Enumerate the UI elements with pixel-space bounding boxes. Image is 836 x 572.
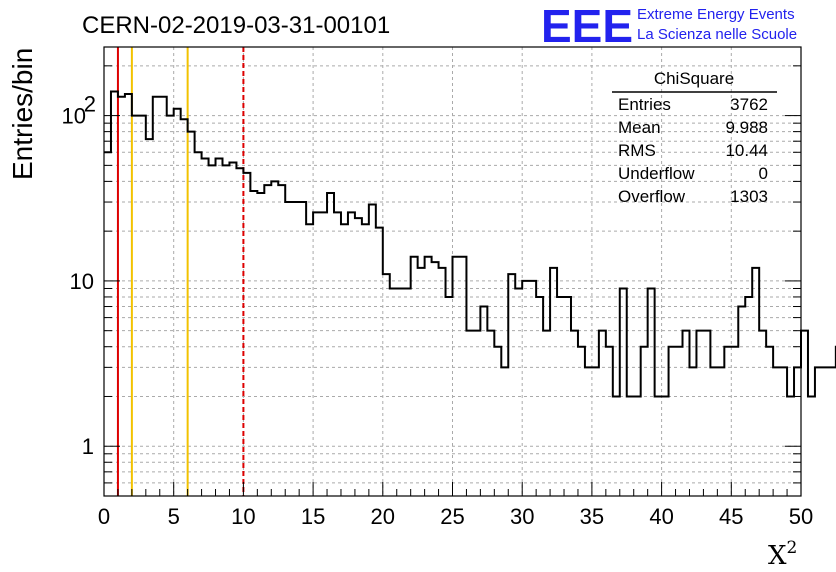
y-axis-label: Entries/bin xyxy=(7,48,38,180)
x-tick-label: 25 xyxy=(440,504,464,529)
eee-logo-line1: Extreme Energy Events xyxy=(637,6,795,23)
x-axis-label-main: X xyxy=(768,541,787,571)
stats-label-mean: Mean xyxy=(618,118,661,137)
x-tick-label: 50 xyxy=(789,504,813,529)
x-tick-label: 15 xyxy=(301,504,325,529)
x-tick-label: 5 xyxy=(168,504,180,529)
eee-logo: EEE Extreme Energy Events La Scienza nel… xyxy=(541,0,797,52)
stats-value-overflow: 1303 xyxy=(730,187,768,206)
y-tick-label: 10 xyxy=(70,269,94,294)
stats-value-mean: 9.988 xyxy=(725,118,768,137)
stats-label-overflow: Overflow xyxy=(618,187,686,206)
x-tick-label: 30 xyxy=(510,504,534,529)
stats-box: ChiSquare Entries 3762 Mean 9.988 RMS 10… xyxy=(612,69,777,206)
stats-label-entries: Entries xyxy=(618,95,671,114)
y-tick-label: 1 xyxy=(82,434,94,459)
stats-value-entries: 3762 xyxy=(730,95,768,114)
y-tick-label-exponent: 2 xyxy=(84,92,96,117)
reference-lines-layer xyxy=(116,47,245,496)
stats-value-underflow: 0 xyxy=(759,164,768,183)
stats-label-rms: RMS xyxy=(618,141,656,160)
plot-frame xyxy=(103,46,802,497)
y-tick-label: 10 xyxy=(62,104,86,129)
histogram-line xyxy=(104,90,836,398)
eee-logo-line2: La Scienza nelle Scuole xyxy=(637,26,797,43)
x-tick-label: 40 xyxy=(649,504,673,529)
x-tick-label: 10 xyxy=(231,504,255,529)
x-tick-label: 35 xyxy=(580,504,604,529)
stats-label-underflow: Underflow xyxy=(618,164,695,183)
eee-logo-text: EEE xyxy=(541,0,633,52)
x-tick-label: 20 xyxy=(371,504,395,529)
stats-value-rms: 10.44 xyxy=(725,141,768,160)
stats-box-title: ChiSquare xyxy=(654,69,734,88)
chart-title: CERN-02-2019-03-31-00101 xyxy=(82,12,390,39)
x-axis-label: X2 xyxy=(768,538,797,571)
x-tick-label: 0 xyxy=(98,504,110,529)
x-axis-label-superscript: 2 xyxy=(787,538,798,558)
x-tick-label: 45 xyxy=(719,504,743,529)
